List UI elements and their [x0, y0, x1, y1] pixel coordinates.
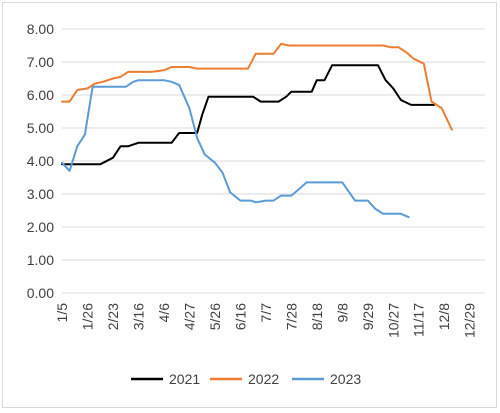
y-tick-label: 8.00	[27, 21, 54, 37]
x-tick-label: 9/8	[334, 303, 350, 323]
series-line-2023	[61, 79, 410, 219]
x-tick-label: 5/26	[207, 303, 223, 330]
x-tick-label: 7/7	[258, 303, 274, 323]
x-tick-label: 2/23	[105, 303, 121, 330]
x-tick-label: 1/5	[54, 303, 70, 323]
x-axis-tick-labels: 1/5 1/26 2/23 3/16 4/6 4/27 5/26 6/16 7/7 7/28 8/1…	[54, 303, 478, 338]
gridlines	[62, 28, 485, 294]
y-tick-label: 1.00	[27, 252, 54, 268]
x-tick-label: 12/29	[462, 303, 478, 338]
y-tick-label: 4.00	[27, 153, 54, 169]
chart-frame	[2, 2, 497, 408]
x-tick-label: 1/26	[79, 303, 95, 330]
x-tick-label: 10/27	[385, 303, 401, 338]
y-axis-tick-labels: 0.00 1.00 2.00 3.00 4.00 5.00 6.00 7.00 8.00	[27, 21, 54, 301]
legend-label-2022: 2022	[248, 371, 279, 387]
x-tick-label: 6/16	[232, 303, 248, 330]
x-tick-label: 3/16	[130, 303, 146, 330]
x-tick-label: 4/6	[156, 303, 172, 323]
series-lines	[61, 42, 453, 219]
y-tick-label: 2.00	[27, 219, 54, 235]
series-line-2021	[61, 64, 435, 166]
legend: 2021 2022 2023	[131, 371, 361, 387]
y-tick-label: 5.00	[27, 120, 54, 136]
y-tick-label: 3.00	[27, 186, 54, 202]
x-tick-label: 11/17	[411, 303, 427, 337]
y-tick-label: 0.00	[27, 285, 54, 301]
y-tick-label: 7.00	[27, 54, 54, 70]
series-line-2022	[61, 42, 453, 131]
x-tick-label: 12/8	[436, 303, 452, 330]
x-tick-label: 4/27	[181, 303, 197, 330]
x-tick-label: 8/18	[309, 303, 325, 330]
x-tick-label: 9/29	[360, 303, 376, 330]
legend-label-2021: 2021	[169, 371, 200, 387]
y-tick-label: 6.00	[27, 87, 54, 103]
x-tick-label: 7/28	[283, 303, 299, 330]
legend-label-2023: 2023	[330, 371, 361, 387]
